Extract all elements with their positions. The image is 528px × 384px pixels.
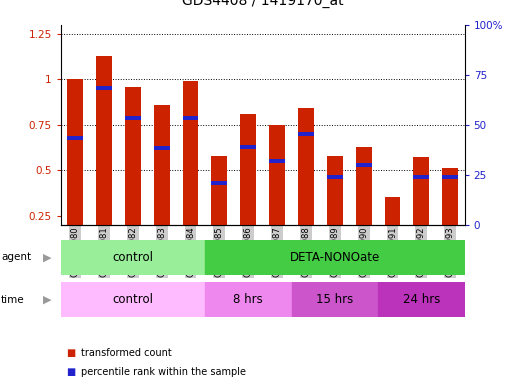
Text: 24 hrs: 24 hrs	[403, 293, 440, 306]
Bar	[212, 181, 228, 185]
Bar	[212, 156, 228, 225]
Text: control: control	[112, 251, 153, 264]
Bar	[154, 146, 169, 151]
Bar	[442, 168, 458, 225]
Bar	[356, 163, 372, 167]
Bar	[205, 282, 291, 317]
Bar	[67, 79, 83, 225]
Bar	[356, 147, 372, 225]
Text: time: time	[1, 295, 25, 305]
Bar	[384, 197, 400, 225]
Text: ■: ■	[66, 367, 76, 377]
Text: percentile rank within the sample: percentile rank within the sample	[81, 367, 246, 377]
Bar	[67, 136, 83, 139]
Text: agent: agent	[1, 252, 31, 262]
Text: ▶: ▶	[43, 295, 52, 305]
Bar	[125, 116, 141, 119]
Bar	[327, 156, 343, 225]
Bar	[413, 157, 429, 225]
Bar	[298, 132, 314, 136]
Bar	[269, 159, 285, 163]
Text: ■: ■	[66, 348, 76, 358]
Text: control: control	[112, 293, 153, 306]
Bar	[413, 175, 429, 179]
Text: GDS4408 / 1419170_at: GDS4408 / 1419170_at	[182, 0, 344, 8]
Bar	[442, 175, 458, 179]
Bar	[240, 145, 256, 149]
Bar	[327, 175, 343, 179]
Bar	[125, 87, 141, 225]
Bar	[291, 282, 378, 317]
Text: 8 hrs: 8 hrs	[233, 293, 263, 306]
Bar	[384, 226, 400, 230]
Text: 15 hrs: 15 hrs	[316, 293, 353, 306]
Bar	[61, 240, 205, 275]
Bar	[96, 86, 112, 91]
Bar	[183, 81, 199, 225]
Bar	[183, 116, 199, 119]
Bar	[378, 282, 465, 317]
Bar	[154, 105, 169, 225]
Text: ▶: ▶	[43, 252, 52, 262]
Text: transformed count: transformed count	[81, 348, 172, 358]
Bar	[96, 56, 112, 225]
Bar	[240, 114, 256, 225]
Text: DETA-NONOate: DETA-NONOate	[290, 251, 380, 264]
Bar	[298, 108, 314, 225]
Bar	[61, 282, 205, 317]
Bar	[269, 125, 285, 225]
Bar	[205, 240, 465, 275]
